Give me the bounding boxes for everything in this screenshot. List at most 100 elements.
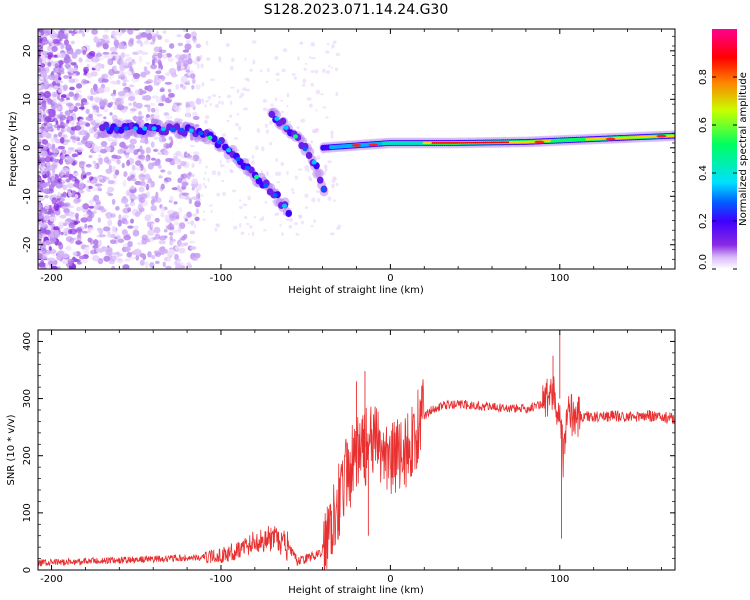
noise-speck: [132, 229, 140, 237]
noise-speck: [320, 93, 324, 96]
noise-speck: [143, 94, 152, 101]
noise-speck: [103, 255, 110, 262]
noise-speck: [251, 231, 255, 237]
noise-speck: [78, 182, 84, 190]
noise-speck: [48, 111, 56, 118]
noise-speck: [58, 77, 62, 81]
noise-speck: [221, 100, 224, 105]
noise-speck: [56, 52, 62, 57]
noise-speck: [126, 57, 133, 62]
noise-speck: [117, 253, 123, 257]
noise-speck: [111, 265, 116, 269]
noise-speck: [55, 206, 59, 211]
noise-speck: [150, 63, 158, 70]
noise-speck: [177, 159, 182, 163]
noise-speck: [173, 221, 180, 226]
noise-speck: [42, 139, 49, 145]
noise-speck: [159, 49, 167, 54]
colorbar: 0.0 0.2 0.4 0.6 0.8 Normalized spectral ampl…: [698, 29, 749, 270]
noise-speck: [253, 216, 257, 219]
noise-speck: [334, 67, 338, 72]
noise-speck: [113, 64, 117, 72]
noise-speck: [195, 83, 201, 90]
noise-speck: [335, 52, 341, 57]
noise-speck: [160, 169, 166, 173]
noise-speck: [268, 142, 273, 146]
noise-speck: [116, 259, 124, 264]
noise-speck: [83, 29, 90, 33]
noise-speck: [202, 182, 206, 186]
noise-speck: [38, 113, 43, 120]
ridge-hot: [254, 174, 260, 180]
noise-speck: [125, 53, 130, 57]
noise-speck: [189, 101, 193, 107]
noise-speck: [153, 77, 157, 85]
ridge-hot: [263, 183, 269, 188]
noise-speck: [308, 103, 313, 108]
noise-speck: [230, 169, 234, 174]
noise-speck: [80, 217, 88, 223]
noise-speck: [211, 94, 217, 97]
noise-speck: [153, 57, 158, 64]
noise-speck: [218, 56, 222, 60]
colorbar-ticks: 0.0 0.2 0.4 0.6 0.8: [698, 69, 737, 270]
noise-speck: [197, 158, 202, 162]
band-peak: [486, 141, 489, 144]
noise-speck: [118, 41, 125, 50]
noise-speck: [103, 226, 111, 232]
noise-speck: [195, 184, 198, 189]
noise-speck: [51, 265, 58, 269]
noise-speck: [276, 180, 280, 184]
band-peak: [368, 143, 379, 147]
noise-speck: [304, 206, 309, 209]
noise-speck: [85, 163, 92, 168]
noise-speck: [38, 169, 41, 176]
noise-speck: [45, 132, 52, 139]
noise-speck: [132, 72, 140, 80]
noise-speck: [68, 30, 73, 34]
noise-speck: [218, 95, 222, 99]
noise-speck: [42, 188, 50, 194]
colorbar-tick-label: 0.6: [698, 117, 709, 133]
noise-speck: [51, 197, 58, 205]
noise-speck: [106, 216, 112, 220]
noise-speck: [153, 148, 159, 152]
noise-speck: [114, 169, 120, 176]
noise-speck: [38, 233, 43, 241]
noise-speck: [60, 80, 64, 84]
noise-speck: [91, 91, 97, 96]
band-peak: [435, 142, 439, 144]
band-peak: [441, 142, 445, 144]
noise-speck: [150, 107, 156, 113]
noise-speck: [189, 246, 197, 250]
noise-speck: [58, 66, 65, 73]
noise-speck: [65, 94, 70, 98]
noise-speck: [88, 205, 95, 209]
band-peak: [474, 141, 477, 144]
noise-speck: [174, 118, 181, 123]
noise-speck: [131, 164, 136, 171]
noise-speck: [70, 67, 74, 74]
noise-speck: [193, 59, 199, 65]
noise-speck: [184, 195, 190, 200]
noise-speck: [244, 215, 248, 220]
noise-speck: [218, 100, 221, 105]
noise-speck: [141, 237, 148, 245]
noise-speck: [108, 68, 115, 76]
noise-speck: [105, 249, 113, 256]
noise-speck: [240, 231, 245, 236]
noise-speck: [42, 247, 47, 254]
noise-speck: [44, 194, 49, 199]
noise-speck: [193, 39, 197, 44]
noise-speck: [140, 32, 148, 38]
noise-speck: [201, 194, 204, 197]
noise-speck: [315, 89, 321, 95]
noise-speck: [124, 258, 131, 262]
snr-y-ticks: 0 100 200 300 400: [22, 329, 675, 573]
noise-speck: [67, 158, 74, 164]
noise-speck: [74, 149, 79, 153]
noise-speck: [52, 93, 58, 97]
noise-speck: [74, 29, 78, 33]
noise-speck: [293, 76, 297, 80]
noise-speck: [100, 140, 108, 148]
